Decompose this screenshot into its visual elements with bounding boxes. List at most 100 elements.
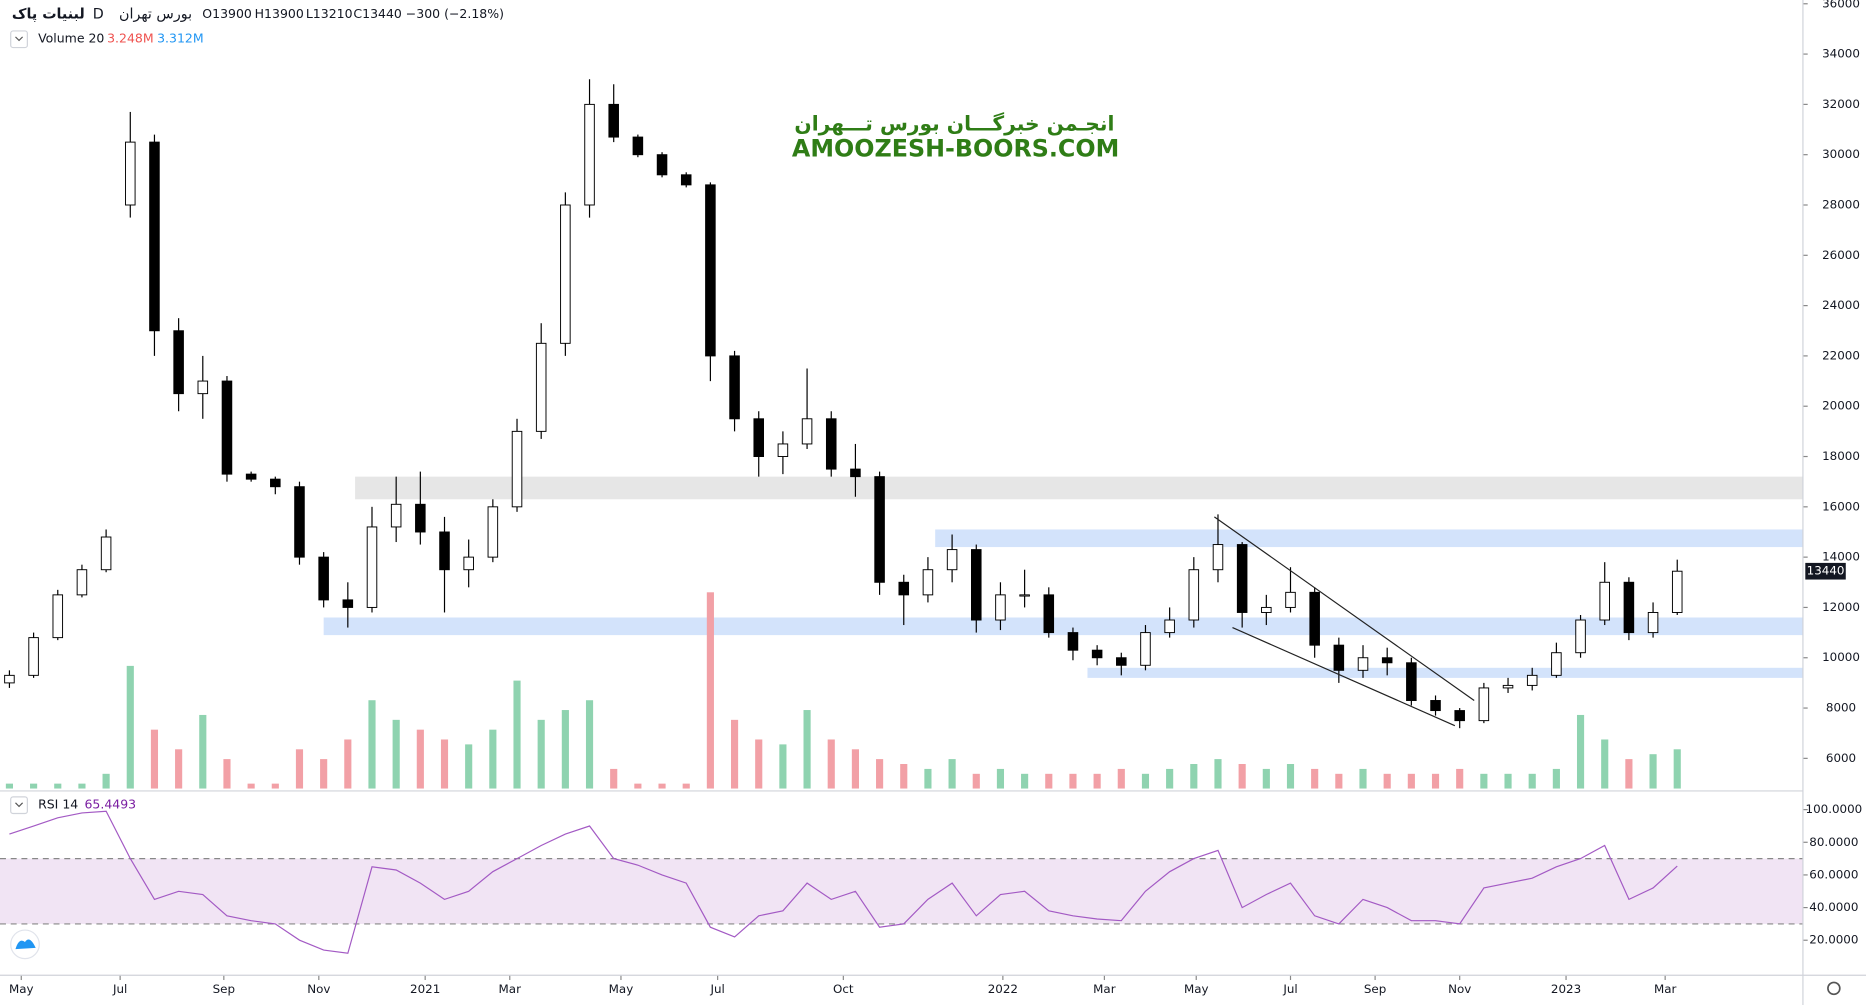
candle-body [511, 430, 523, 508]
candle-body [995, 594, 1006, 621]
candle-body [1333, 644, 1345, 671]
candle-body [463, 556, 474, 571]
candle-body [270, 478, 281, 488]
y-tick-label: 30000 [1822, 147, 1860, 161]
volume-bar [1286, 764, 1295, 789]
candle-body [850, 468, 861, 478]
volume-bar [1045, 773, 1053, 789]
candle-body [898, 581, 910, 596]
volume-bar [1311, 768, 1319, 789]
x-tick-label: Mar [499, 982, 522, 996]
candle-body [1212, 544, 1224, 571]
volume-bar [1117, 768, 1125, 789]
volume-bar [199, 714, 207, 789]
candle-body [1309, 591, 1320, 646]
collapse-button[interactable] [10, 30, 28, 49]
candle-body [1478, 687, 1490, 722]
volume-bar [1021, 773, 1029, 789]
watermark-fa: انجـمن خبرگـــان بورس تـــهران [794, 111, 1114, 135]
candle-body [487, 506, 499, 558]
volume-bar [634, 783, 642, 789]
candle-body [560, 204, 571, 344]
volume-bar [585, 700, 594, 789]
volume-bar [271, 783, 279, 789]
volume-bar [1528, 773, 1536, 789]
candle-body [584, 103, 595, 206]
candle-body [1406, 662, 1417, 701]
settings-icon[interactable] [1827, 981, 1841, 996]
candle-body [125, 141, 136, 206]
candle-body [1647, 611, 1659, 634]
ohlc-high: H13900 [255, 6, 304, 21]
volume-bar [223, 759, 231, 789]
x-tick-label: Sep [213, 982, 235, 996]
y-tick-label: 22000 [1822, 348, 1860, 362]
volume-bar [706, 592, 714, 789]
candle-body [1430, 700, 1441, 712]
candle-body [1164, 619, 1175, 634]
candle-body [777, 443, 789, 457]
x-tick-label: Oct [833, 982, 854, 996]
volume-bar [513, 680, 521, 789]
y-tick-label: 20.0000 [1809, 933, 1858, 947]
x-tick-label: May [1184, 982, 1209, 996]
rsi-legend: RSI 14 [38, 797, 78, 812]
candle-body [390, 503, 402, 528]
volume-bar [416, 729, 424, 789]
volume-bar [537, 719, 545, 789]
candle-body [656, 154, 668, 176]
volume-bar [1359, 768, 1367, 789]
volume-bar [344, 739, 352, 789]
interval: D [93, 6, 104, 22]
candle-body [801, 418, 813, 445]
volume-bar [1238, 764, 1246, 789]
candle-body [294, 486, 305, 558]
candle-body [825, 418, 837, 470]
volume-bar [1480, 773, 1488, 789]
watermark-en: AMOOZESH-BOORS.COM [792, 134, 1119, 162]
rsi-value: 65.4493 [84, 797, 136, 812]
x-tick-label: Sep [1364, 982, 1386, 996]
collapse-button[interactable] [10, 796, 28, 815]
candle-body [535, 342, 547, 432]
volume-bar [175, 749, 183, 789]
volume-bar [1262, 768, 1270, 789]
volume-bar [730, 719, 739, 789]
candle-body [245, 473, 257, 480]
volume-bar [1141, 773, 1150, 789]
volume-bar [1625, 759, 1633, 789]
y-tick-label: 36000 [1822, 0, 1860, 10]
volume-bar [1504, 773, 1512, 789]
candle-body [1623, 581, 1635, 634]
volume-bar [295, 749, 304, 789]
candle-body [1454, 710, 1465, 722]
volume-bar [1093, 773, 1101, 789]
volume-bar [948, 759, 956, 789]
volume-bar [320, 759, 328, 789]
zone [935, 529, 1803, 548]
volume-bar [440, 739, 449, 789]
volume-bar [900, 764, 908, 789]
volume-bar [1456, 768, 1464, 789]
volume-bar [1431, 773, 1440, 789]
last-price-box [1805, 562, 1846, 580]
candle-body [197, 380, 209, 395]
candle-body [342, 599, 354, 608]
symbol-name: لبنیات پاک [12, 6, 85, 22]
candle-body [608, 103, 619, 138]
candle-body [318, 556, 329, 601]
volume-bar [924, 768, 932, 789]
x-tick-label: 2023 [1551, 982, 1581, 996]
y-tick-label: 100.0000 [1806, 802, 1863, 816]
volume-bar [150, 729, 159, 789]
volume-bar [1552, 768, 1560, 789]
candle-body [415, 503, 426, 533]
volume-bar [779, 744, 787, 789]
x-tick-label: 2022 [988, 982, 1018, 996]
y-tick-label: 10000 [1822, 650, 1860, 664]
candle-body [1043, 594, 1055, 634]
exchange: بورس تهران [119, 6, 192, 22]
candle-body [1285, 591, 1296, 608]
zone [355, 476, 1803, 500]
volume-bar [755, 739, 763, 789]
